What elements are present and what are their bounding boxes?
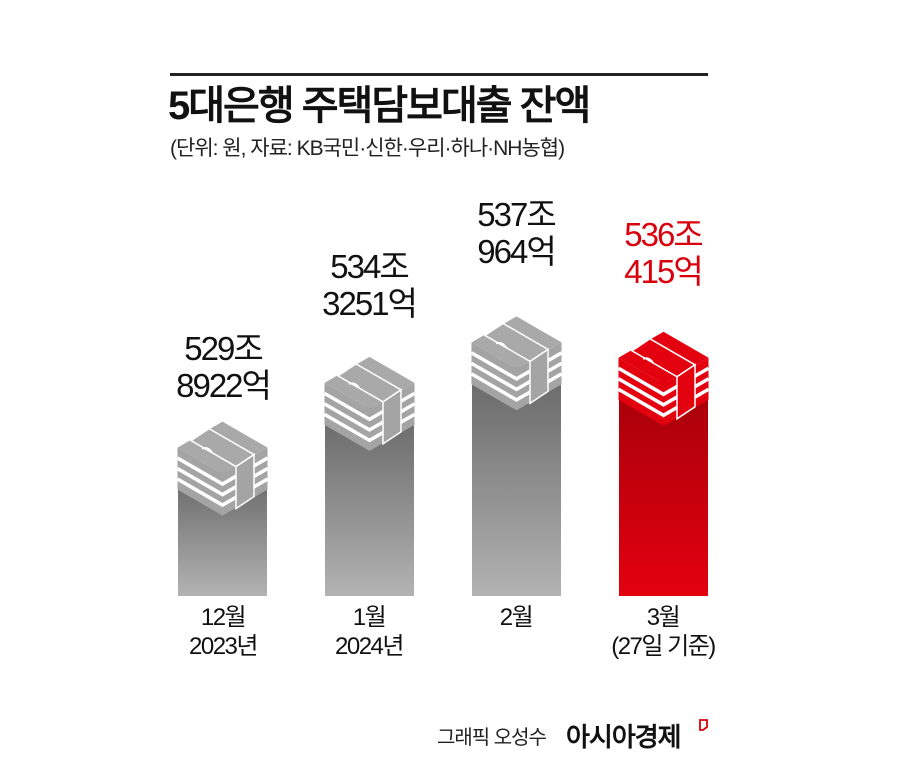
value-label-3: 536조 415억: [588, 216, 738, 290]
category-line-2: (27일 기준): [611, 633, 716, 660]
graphic-credit: 그래픽 오성수: [437, 727, 547, 749]
category-label-0: 12월 2023년: [148, 603, 298, 661]
category-line-1: 2월: [499, 604, 534, 631]
value-label-1: 534조 3251억: [294, 248, 444, 322]
money-stack-icon: [617, 331, 710, 426]
value-line-2: 415억: [624, 253, 703, 290]
category-line-1: 12월: [200, 604, 247, 631]
bar-1: [323, 356, 416, 596]
value-line-1: 534조: [330, 248, 409, 285]
money-stack-icon: [470, 316, 563, 411]
money-stack-icon: [323, 356, 416, 451]
value-line-2: 964억: [477, 233, 556, 270]
value-line-1: 537조: [477, 196, 556, 233]
category-line-2: 2023년: [189, 633, 258, 660]
chart-subtitle: (단위: 원, 자료: KB국민·신한·우리·하나·NH농협): [170, 137, 565, 160]
category-label-3: 3월 (27일 기준): [588, 603, 738, 661]
value-line-1: 529조: [184, 330, 263, 367]
category-line-1: 3월: [646, 604, 681, 631]
category-label-1: 1월 2024년: [294, 603, 444, 661]
brand-logo-text: 아시아경제: [566, 722, 682, 752]
bar-3: [617, 331, 710, 596]
title-rule: [170, 73, 708, 76]
value-line-2: 8922억: [176, 367, 272, 404]
brand-mark-icon: [699, 719, 708, 731]
bar-0: [176, 421, 269, 596]
value-label-2: 537조 964억: [441, 196, 591, 270]
bar-2: [470, 316, 563, 596]
value-label-0: 529조 8922억: [148, 330, 298, 404]
value-line-2: 3251억: [322, 285, 418, 322]
value-line-1: 536조: [624, 216, 703, 253]
category-label-2: 2월: [441, 603, 591, 632]
category-line-2: 2024년: [335, 633, 404, 660]
category-line-1: 1월: [352, 604, 387, 631]
money-stack-icon: [176, 421, 269, 516]
chart-title: 5대은행 주택담보대출 잔액: [168, 84, 591, 128]
